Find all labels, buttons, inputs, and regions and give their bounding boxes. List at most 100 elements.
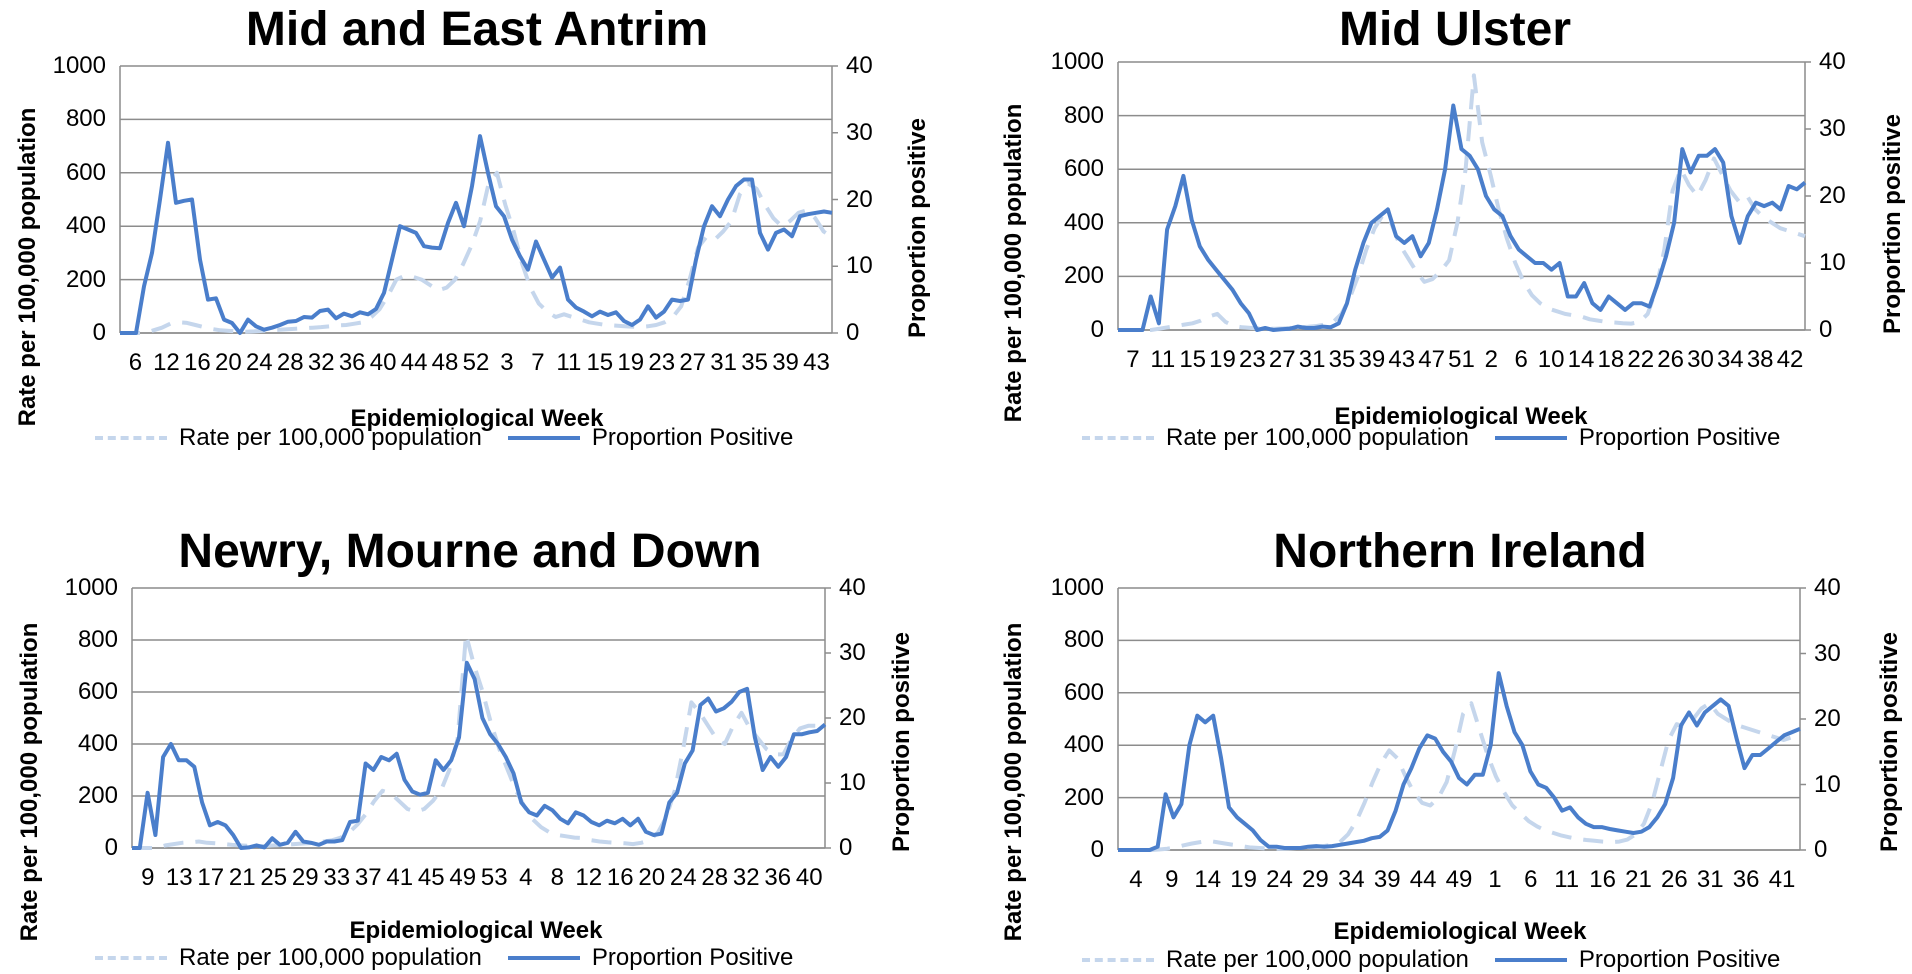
x-tick-label: 9 [141, 864, 155, 891]
x-tick-label: 26 [1657, 346, 1684, 373]
x-tick-label: 51 [1448, 346, 1475, 373]
x-tick-label: 47 [1418, 346, 1445, 373]
x-tick-label: 34 [1716, 346, 1744, 373]
x-axis-label: Epidemiological Week [1333, 918, 1587, 945]
y-tick-label-left: 800 [65, 105, 106, 133]
x-tick-label: 30 [1687, 346, 1714, 373]
legend-swatch-proportion [507, 436, 580, 440]
legend: Rate per 100,000 population Proportion Po… [1082, 424, 1780, 452]
x-tick-label: 49 [449, 864, 477, 891]
x-tick-label: 44 [1409, 866, 1437, 893]
x-tick-label: 48 [431, 349, 459, 376]
x-tick-label: 19 [617, 349, 645, 376]
chart-panel-1 [119, 65, 838, 335]
series-line-proportion [132, 660, 827, 850]
legend-swatch-proportion [1494, 436, 1567, 440]
y-tick-label-right: 30 [1814, 639, 1841, 667]
x-tick-label: 23 [1239, 346, 1266, 373]
x-axis-label: Epidemiological Week [349, 917, 603, 944]
x-tick-label: 29 [1302, 866, 1329, 893]
legend-label: Proportion Positive [1578, 946, 1781, 973]
x-tick-label: 17 [197, 864, 225, 891]
y-tick-label-right: 10 [846, 252, 873, 280]
x-tick-label: 29 [291, 864, 319, 891]
chart-title: Newry, Mourne and Down [178, 525, 762, 578]
x-tick-label: 6 [1514, 346, 1528, 373]
x-tick-label: 24 [1266, 866, 1293, 893]
chart-title: Mid and East Antrim [245, 3, 709, 56]
x-tick-label: 7 [1126, 346, 1140, 373]
y-tick-label-right: 0 [846, 319, 860, 346]
y-tick-label-left: 600 [65, 158, 106, 186]
x-tick-label: 12 [153, 349, 180, 376]
x-tick-label: 39 [1373, 866, 1401, 893]
y-axis-label-right: Proportion positive [904, 117, 931, 339]
y-tick-label-right: 0 [839, 834, 853, 861]
x-tick-label: 22 [1627, 346, 1655, 373]
x-tick-label: 1 [1488, 866, 1502, 893]
x-tick-label: 10 [1537, 346, 1565, 373]
x-tick-label: 53 [480, 864, 508, 891]
y-tick-label-left: 1000 [64, 574, 118, 601]
y-axis-label-right: Proportion positive [888, 631, 915, 853]
y-tick-label-left: 600 [77, 678, 118, 705]
x-tick-label: 52 [462, 349, 490, 376]
legend-swatch-rate [95, 956, 167, 960]
x-tick-label: 40 [795, 864, 823, 891]
y-tick-label-left: 0 [104, 834, 118, 861]
legend-swatch-rate [1082, 436, 1154, 440]
series-line-rate [1118, 73, 1806, 332]
x-tick-label: 43 [1388, 346, 1416, 373]
x-tick-label: 27 [679, 349, 707, 376]
y-tick-label-left: 0 [1090, 836, 1104, 863]
x-tick-label: 7 [531, 349, 545, 376]
y-tick-label-right: 20 [1819, 182, 1846, 209]
x-tick-label: 49 [1445, 866, 1473, 893]
y-axis-label-left: Rate per 100,000 population [14, 107, 41, 427]
x-tick-label: 4 [1129, 866, 1143, 893]
y-tick-label-left: 600 [1063, 678, 1104, 706]
y-tick-label-right: 20 [839, 704, 866, 731]
legend-label: Rate per 100,000 population [1166, 424, 1469, 451]
y-tick-label-right: 0 [1814, 836, 1828, 863]
x-tick-label: 33 [323, 864, 351, 891]
x-tick-label: 16 [1589, 866, 1616, 893]
y-tick-label-right: 40 [839, 574, 866, 601]
y-tick-label-left: 600 [1063, 155, 1104, 183]
x-tick-label: 21 [1625, 866, 1652, 893]
x-tick-label: 41 [386, 864, 414, 891]
legend-swatch-proportion [1494, 958, 1567, 962]
y-tick-label-right: 30 [839, 639, 866, 666]
x-tick-label: 25 [260, 864, 288, 891]
x-tick-label: 41 [1768, 866, 1796, 893]
x-tick-label: 35 [1328, 346, 1356, 373]
legend-label: Proportion Positive [591, 944, 794, 971]
legend: Rate per 100,000 population Proportion Po… [95, 944, 793, 972]
series-line-proportion [1118, 671, 1801, 852]
x-tick-label: 20 [214, 349, 242, 376]
legend: Rate per 100,000 population Proportion Po… [1082, 946, 1780, 974]
x-tick-label: 6 [1524, 866, 1538, 893]
x-tick-label: 19 [1209, 346, 1236, 373]
y-tick-label-left: 1000 [52, 52, 106, 79]
x-tick-label: 40 [369, 349, 397, 376]
x-tick-label: 32 [732, 864, 760, 891]
y-tick-label-left: 1000 [1050, 48, 1104, 75]
x-tick-label: 14 [1567, 346, 1595, 373]
x-tick-label: 11 [1150, 346, 1176, 373]
x-tick-label: 8 [550, 864, 564, 891]
x-tick-label: 11 [1554, 866, 1580, 893]
legend-swatch-rate [1082, 958, 1154, 962]
y-tick-label-left: 400 [1063, 208, 1104, 236]
x-tick-label: 9 [1165, 866, 1179, 893]
x-tick-label: 37 [354, 864, 382, 891]
legend-swatch-rate [95, 436, 167, 440]
y-tick-label-left: 200 [1063, 262, 1104, 290]
x-tick-label: 20 [638, 864, 666, 891]
y-tick-label-left: 0 [1090, 316, 1104, 343]
y-tick-label-left: 200 [65, 265, 106, 293]
y-tick-label-right: 20 [846, 185, 873, 213]
x-tick-label: 44 [400, 349, 428, 376]
x-tick-label: 32 [307, 349, 335, 376]
y-tick-label-left: 200 [77, 782, 118, 809]
